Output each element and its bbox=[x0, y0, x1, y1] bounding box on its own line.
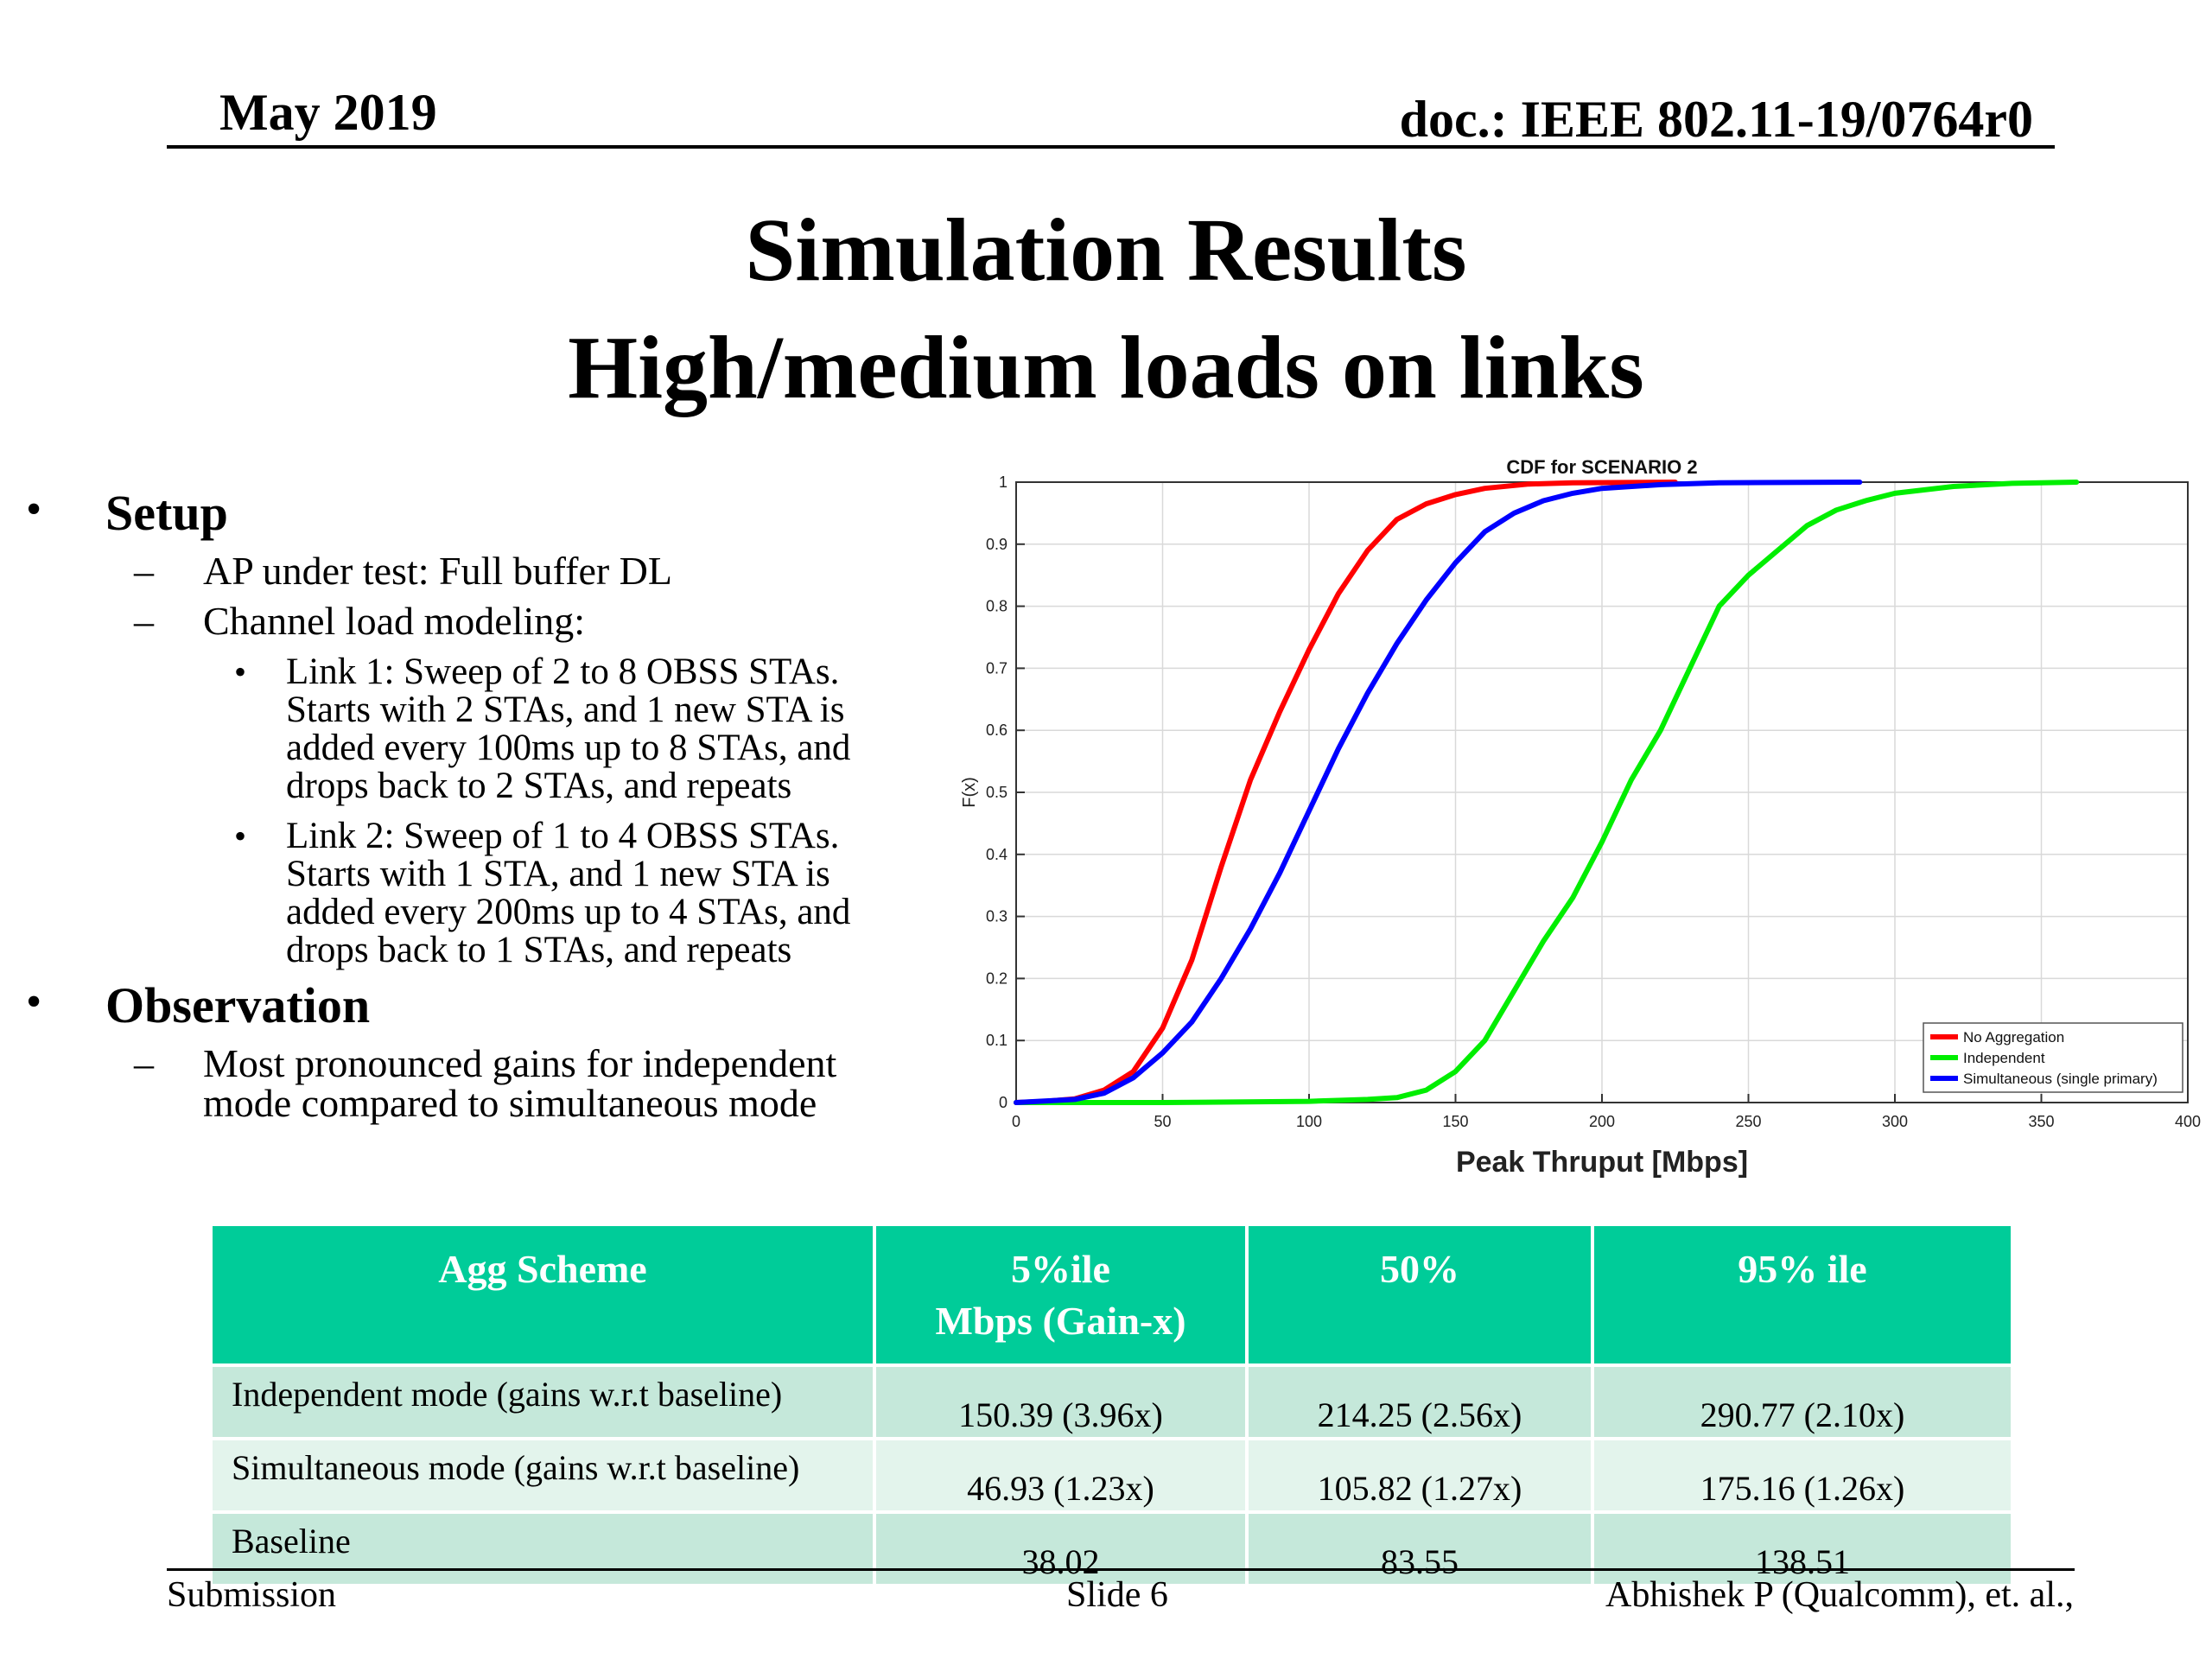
x-tick-label: 300 bbox=[1882, 1113, 1908, 1130]
setup-item-1: – AP under test: Full buffer DL bbox=[134, 549, 672, 593]
legend-box bbox=[1923, 1022, 2183, 1093]
table-row: Baseline 38.02 83.55 138.51 bbox=[209, 1510, 2014, 1587]
setup-item-2: – Channel load modeling: bbox=[134, 599, 586, 643]
y-tick-label: 0 bbox=[999, 1094, 1007, 1111]
setup-heading: • Setup bbox=[26, 484, 228, 542]
table-row: Simultaneous mode (gains w.r.t baseline)… bbox=[209, 1437, 2014, 1514]
legend-entry: No Aggregation bbox=[1963, 1029, 2064, 1046]
x-tick-label: 50 bbox=[1154, 1113, 1171, 1130]
table-cell: Independent mode (gains w.r.t baseline) bbox=[209, 1363, 876, 1440]
footer-slide-number: Slide 6 bbox=[1066, 1575, 1168, 1615]
table-cell: 83.55 bbox=[1245, 1510, 1594, 1587]
col-header-50pct: 50% bbox=[1245, 1223, 1594, 1367]
header-date: May 2019 bbox=[219, 84, 437, 141]
observation-line: mode compared to simultaneous mode bbox=[203, 1081, 817, 1125]
y-tick-label: 0.9 bbox=[986, 536, 1007, 553]
y-tick-label: 0.1 bbox=[986, 1032, 1007, 1049]
link-1-line: added every 100ms up to 8 STAs, and bbox=[286, 728, 851, 768]
table-cell: 290.77 (2.10x) bbox=[1591, 1363, 2014, 1440]
setup-item-text: Channel load modeling: bbox=[203, 599, 586, 643]
link-1-line: drops back to 2 STAs, and repeats bbox=[286, 766, 792, 806]
x-tick-label: 100 bbox=[1296, 1113, 1322, 1130]
y-axis-label: F(x) bbox=[960, 777, 979, 808]
y-tick-label: 1 bbox=[999, 474, 1007, 491]
footer-author: Abhishek P (Qualcomm), et. al., bbox=[1605, 1575, 2074, 1615]
dash-glyph: – bbox=[134, 1041, 154, 1085]
bullet-glyph: • bbox=[234, 652, 247, 691]
title-line-1: Simulation Results bbox=[745, 200, 1467, 300]
footer-submission: Submission bbox=[167, 1575, 337, 1615]
bullet-glyph: • bbox=[234, 817, 247, 855]
y-tick-label: 0.2 bbox=[986, 969, 1007, 987]
table-cell: Baseline bbox=[209, 1510, 876, 1587]
setup-item-text: AP under test: Full buffer DL bbox=[203, 549, 672, 593]
chart-title: CDF for SCENARIO 2 bbox=[1506, 456, 1697, 478]
table-cell: 105.82 (1.27x) bbox=[1245, 1437, 1594, 1514]
x-tick-label: 0 bbox=[1012, 1113, 1020, 1130]
table-row: Independent mode (gains w.r.t baseline) … bbox=[209, 1363, 2014, 1440]
observation-heading: • Observation bbox=[26, 976, 371, 1034]
link-1-description: • Link 1: Sweep of 2 to 8 OBSS STAs. Sta… bbox=[234, 652, 925, 806]
header-rule bbox=[167, 145, 2055, 149]
observation-line: Most pronounced gains for independent bbox=[203, 1041, 837, 1085]
link-2-line: Starts with 1 STA, and 1 new STA is bbox=[286, 854, 830, 894]
x-tick-label: 400 bbox=[2175, 1113, 2201, 1130]
bullet-glyph: • bbox=[26, 977, 42, 1027]
col-header-5pct: 5%ile Mbps (Gain-x) bbox=[873, 1223, 1249, 1367]
y-tick-label: 0.3 bbox=[986, 908, 1007, 925]
table-cell: 46.93 (1.23x) bbox=[873, 1437, 1249, 1514]
dash-glyph: – bbox=[134, 599, 154, 643]
header-doc-id: doc.: IEEE 802.11-19/0764r0 bbox=[1399, 91, 2033, 148]
link-1-line: Link 1: Sweep of 2 to 8 OBSS STAs. bbox=[286, 652, 840, 692]
y-tick-label: 0.8 bbox=[986, 598, 1007, 615]
link-2-line: Link 2: Sweep of 1 to 4 OBSS STAs. bbox=[286, 816, 840, 856]
x-tick-label: 200 bbox=[1589, 1113, 1615, 1130]
table-header-row: Agg Scheme 5%ile Mbps (Gain-x) 50% 95% il… bbox=[209, 1223, 2014, 1367]
slide-title: Simulation Results High/medium loads on … bbox=[0, 192, 2212, 427]
link-2-line: added every 200ms up to 4 STAs, and bbox=[286, 892, 851, 932]
results-table: Agg Scheme 5%ile Mbps (Gain-x) 50% 95% il… bbox=[209, 1223, 2014, 1587]
col-header-agg-scheme: Agg Scheme bbox=[209, 1223, 876, 1367]
bullet-glyph: • bbox=[26, 485, 42, 534]
y-tick-label: 0.5 bbox=[986, 784, 1007, 801]
observation-item: – Most pronounced gains for independent … bbox=[134, 1041, 837, 1125]
observation-heading-text: Observation bbox=[105, 977, 371, 1033]
y-tick-label: 0.6 bbox=[986, 721, 1007, 739]
table-cell: 214.25 (2.56x) bbox=[1245, 1363, 1594, 1440]
x-tick-label: 250 bbox=[1735, 1113, 1761, 1130]
y-tick-label: 0.4 bbox=[986, 846, 1007, 863]
title-line-2: High/medium loads on links bbox=[568, 318, 1644, 417]
series-line bbox=[1014, 480, 1678, 1105]
series-line bbox=[1014, 480, 1863, 1105]
x-axis-label: Peak Thruput [Mbps] bbox=[1456, 1146, 1748, 1179]
footer-rule bbox=[167, 1568, 2075, 1571]
link-2-line: drops back to 1 STAs, and repeats bbox=[286, 930, 792, 970]
cdf-chart: 0 50 100 150 200 250 300 350 400 0 0.1 0.2 0.3 0.4 0.5… bbox=[960, 456, 2201, 1179]
table-cell: 138.51 bbox=[1591, 1510, 2014, 1587]
link-1-line: Starts with 2 STAs, and 1 new STA is bbox=[286, 690, 845, 730]
table-cell: 175.16 (1.26x) bbox=[1591, 1437, 2014, 1514]
table-cell: 38.02 bbox=[873, 1510, 1249, 1587]
y-tick-label: 0.7 bbox=[986, 659, 1007, 677]
dash-glyph: – bbox=[134, 549, 154, 593]
x-tick-label: 350 bbox=[2028, 1113, 2054, 1130]
table-cell: Simultaneous mode (gains w.r.t baseline) bbox=[209, 1437, 876, 1514]
x-tick-label: 150 bbox=[1442, 1113, 1468, 1130]
link-2-description: • Link 2: Sweep of 1 to 4 OBSS STAs. Sta… bbox=[234, 816, 925, 970]
series-line bbox=[1014, 480, 2080, 1105]
legend-entry: Independent bbox=[1963, 1050, 2045, 1066]
col-header-95pct: 95% ile bbox=[1591, 1223, 2014, 1367]
table-cell: 150.39 (3.96x) bbox=[873, 1363, 1249, 1440]
legend-entry: Simultaneous (single primary) bbox=[1963, 1071, 2158, 1087]
setup-heading-text: Setup bbox=[105, 485, 228, 541]
